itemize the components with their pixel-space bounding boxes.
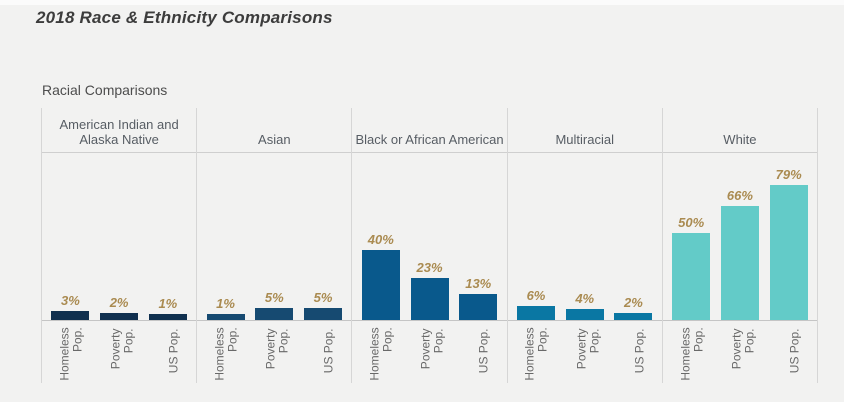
x-tick-label: Poverty Pop. [108,328,136,370]
chart-group-0: American Indian and Alaska Native 3% 2% 1% H… [41,108,197,383]
bar[interactable] [51,311,90,321]
x-tick-label: Poverty Pop. [418,328,446,370]
group-header-label: American Indian and Alaska Native [42,108,197,153]
bar[interactable] [206,314,245,321]
x-tick-label: Homeless Pop. [523,327,551,381]
bar-slot: 2% [609,295,658,321]
chart-group-2: Black or African American 40% 23% 13% Homele… [351,108,507,383]
x-tick-slot: Poverty Pop. [97,321,148,383]
bar-slot: 1% [201,296,250,321]
bar-slot: 40% [356,232,405,321]
bar-value-label: 3% [60,293,80,309]
bar[interactable] [459,294,498,321]
bar-value-label: 5% [264,290,284,306]
bar-value-label: 50% [678,215,705,231]
bar[interactable] [672,233,711,321]
group-x-axis: Homeless Pop. Poverty Pop. US Pop. [42,321,196,383]
bar-value-label: 1% [158,296,178,312]
group-plot-area: 50% 66% 79% [662,153,818,322]
bar-slot: 50% [667,215,716,321]
grouped-bar-chart: American Indian and Alaska Native 3% 2% 1% H… [41,108,819,383]
bar[interactable] [769,185,808,321]
x-tick-slot: Poverty Pop. [718,321,769,383]
bar-value-label: 2% [109,295,129,311]
bar[interactable] [255,308,294,321]
bar-value-label: 5% [313,290,333,306]
bar-value-label: 1% [216,296,235,312]
bar[interactable] [361,250,400,321]
bar-value-label: 40% [367,232,394,248]
bar[interactable] [516,306,555,321]
x-tick-slot: Poverty Pop. [252,321,303,383]
bar-slot: 6% [512,288,561,321]
group-header-label: Black or African American [352,108,507,153]
x-tick-slot: Homeless Pop. [512,321,563,383]
bar-slot: 3% [46,293,95,321]
bar-slot: 23% [405,260,454,321]
bar-value-label: 79% [775,167,802,183]
group-x-axis: Homeless Pop. Poverty Pop. US Pop. [352,321,506,383]
bar[interactable] [304,308,343,321]
x-tick-label: Poverty Pop. [729,328,757,370]
x-tick-slot: Homeless Pop. [667,321,718,383]
x-tick-slot: US Pop. [458,321,509,383]
bar-slot: 13% [454,276,503,321]
bar[interactable] [614,313,653,321]
x-tick-label: US Pop. [631,328,646,374]
x-tick-label: Homeless Pop. [678,327,706,381]
x-tick-label: Poverty Pop. [263,328,291,370]
bar[interactable] [720,206,759,321]
group-x-axis: Homeless Pop. Poverty Pop. US Pop. [663,321,817,383]
bar-slot: 4% [560,291,609,321]
x-tick-slot: US Pop. [614,321,665,383]
x-tick-label: Homeless Pop. [367,327,395,381]
group-plot-area: 3% 2% 1% [42,153,197,322]
group-plot-area: 6% 4% 2% [507,153,662,322]
x-tick-slot: Homeless Pop. [356,321,407,383]
x-tick-slot: US Pop. [769,321,820,383]
bar-value-label: 23% [416,260,443,276]
group-header-label: Multiracial [507,108,662,153]
bar-value-label: 4% [575,291,595,307]
group-header-label: White [662,108,818,153]
x-tick-label: Homeless Pop. [57,327,85,381]
bar[interactable] [148,314,187,321]
bar-slot: 79% [764,167,813,321]
chart-title: Racial Comparisons [42,82,168,98]
chart-group-4: White 50% 66% 79% Homeless Pop. Poverty Pop. U… [661,108,819,383]
x-tick-label: US Pop. [166,328,180,374]
group-plot-area: 40% 23% 13% [352,153,507,322]
group-header-label: Asian [197,108,352,153]
x-tick-slot: Homeless Pop. [201,321,252,383]
bar-slot: 5% [250,290,299,321]
bar-value-label: 66% [726,188,753,204]
x-tick-slot: Homeless Pop. [46,321,97,383]
bar-slot: 1% [143,296,192,321]
top-edge-strip [0,0,844,5]
bar[interactable] [410,278,449,321]
bar-value-label: 2% [624,295,643,311]
bar-slot: 2% [95,295,144,321]
bar-slot: 66% [716,188,765,321]
x-tick-label: Poverty Pop. [574,328,602,370]
x-tick-slot: US Pop. [148,321,199,383]
bar[interactable] [100,313,139,321]
x-tick-slot: Poverty Pop. [407,321,458,383]
bar-value-label: 13% [465,276,492,292]
page-title: 2018 Race & Ethnicity Comparisons [36,8,333,27]
x-tick-slot: Poverty Pop. [563,321,614,383]
x-tick-label: US Pop. [786,328,801,374]
x-tick-label: US Pop. [476,328,491,374]
x-tick-label: Homeless Pop. [212,327,240,381]
group-x-axis: Homeless Pop. Poverty Pop. US Pop. [508,321,662,383]
x-tick-slot: US Pop. [303,321,354,383]
chart-group-3: Multiracial 6% 4% 2% Homeless Pop. Poverty Po… [506,108,662,383]
group-plot-area: 1% 5% 5% [197,153,352,322]
bar-slot: 5% [299,290,348,321]
bar-value-label: 6% [526,288,546,304]
group-x-axis: Homeless Pop. Poverty Pop. US Pop. [197,321,351,383]
chart-group-1: Asian 1% 5% 5% Homeless Pop. Poverty Pop. US P… [196,108,352,383]
x-tick-label: US Pop. [321,328,336,374]
bar[interactable] [565,309,604,321]
